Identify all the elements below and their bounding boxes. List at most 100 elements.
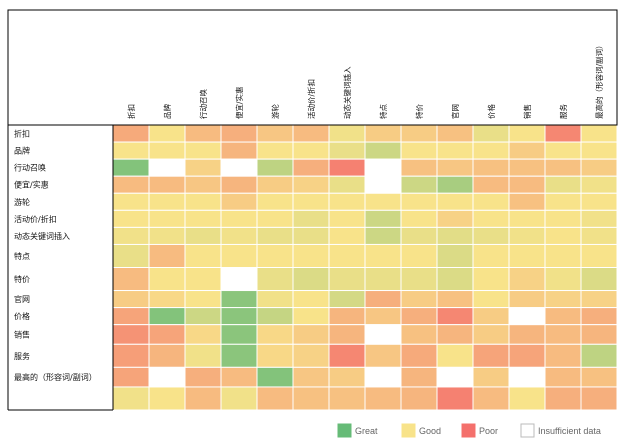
heatmap-cell	[148, 158, 186, 177]
heatmap-cell: 0.3	[364, 141, 402, 160]
heatmap-cell: 0.1	[256, 226, 294, 245]
heatmap-cell: -0.2	[508, 141, 546, 160]
heatmap-cell: -0.45	[580, 307, 618, 326]
legend: Great Good Poor Insufficient data	[337, 423, 601, 438]
heatmap-cell: 0.75	[220, 290, 258, 309]
heatmap-cell: -0.2	[400, 124, 438, 143]
heatmap-cells: -0.50-0.35-0.45-0.25-0.350.05-0.2-0.2-0.…	[112, 124, 618, 411]
heatmap-cell: 0	[292, 192, 330, 211]
legend-swatch	[337, 423, 352, 438]
row-label: 服务	[14, 351, 30, 361]
heatmap-cell	[364, 175, 402, 194]
heatmap-cell: 0	[580, 141, 618, 160]
heatmap-cell: 0	[328, 226, 366, 245]
heatmap-cell: -0.1	[256, 324, 294, 345]
column-label: 动态关键词插入	[342, 66, 352, 119]
column-label: 便宜/实惠	[234, 86, 244, 119]
heatmap-cell: 0	[148, 209, 186, 228]
heatmap-cell: 0.05	[580, 226, 618, 245]
heatmap-cell: -0.35	[544, 307, 582, 326]
heatmap-cell: -0.35	[508, 175, 546, 194]
heatmap-cell: 0	[508, 386, 546, 411]
heatmap-cell: -0.25	[364, 307, 402, 326]
heatmap-cell: 0	[472, 209, 510, 228]
heatmap-cell: 0	[544, 243, 582, 269]
heatmap-cell: 0	[580, 243, 618, 269]
heatmap-cell: -0.4	[148, 343, 186, 368]
heatmap-cell: 0	[292, 243, 330, 269]
heatmap-cell: 0.1	[544, 175, 582, 194]
heatmap-cell: 0	[436, 192, 474, 211]
heatmap-cell: -0.2	[400, 290, 438, 309]
heatmap-cell: 0.1	[184, 226, 222, 245]
heatmap-cell: -0.55	[508, 343, 546, 368]
heatmap-cell: 0	[580, 192, 618, 211]
column-label: 品牌	[162, 104, 172, 119]
heatmap-cell: -0.45	[580, 386, 618, 411]
heatmap-cell: -0.45	[544, 386, 582, 411]
heatmap-cell: 0	[364, 192, 402, 211]
heatmap-cell: 0	[184, 243, 222, 269]
heatmap-cell: 0	[112, 192, 150, 211]
heatmap-cell: -0.2	[364, 124, 402, 143]
heatmap-cell: 0	[256, 209, 294, 228]
heatmap-cell: 0	[184, 141, 222, 160]
heatmap-cell: 0.05	[148, 226, 186, 245]
heatmap-cell: -0.6	[112, 343, 150, 368]
heatmap-cell: -0.35	[364, 386, 402, 411]
heatmap-cell: 0.75	[220, 343, 258, 368]
heatmap-cell: -0.3	[544, 158, 582, 177]
heatmap-cell: 0	[400, 141, 438, 160]
heatmap-cell: -0.35	[256, 386, 294, 411]
column-label: 销售	[522, 104, 532, 119]
heatmap-cell: -0.35	[112, 267, 150, 292]
heatmap-cell: -0.25	[256, 124, 294, 143]
heatmap-cell: 0.2	[292, 267, 330, 292]
row-label: 行动召唤	[14, 163, 46, 173]
heatmap-cell: 0	[112, 209, 150, 228]
heatmap-cell: 0	[148, 124, 186, 143]
row-label: 游轮	[14, 197, 30, 207]
legend-swatch	[401, 423, 416, 438]
row-label: 动态关键词插入	[14, 231, 70, 241]
heatmap-cell: 0	[112, 141, 150, 160]
heatmap-cell	[364, 366, 402, 388]
row-label: 折扣	[14, 129, 30, 139]
column-labels: 折扣 品牌 行动召唤 便宜/实惠 游轮 活动价/折扣 动态关键词插入 特点 特价 官网 价格 销售 服务…	[126, 41, 604, 119]
heatmap-cell: 0.1	[256, 267, 294, 292]
heatmap-cell: -0.4	[328, 307, 366, 326]
column-label: 活动价/折扣	[306, 79, 316, 119]
heatmap-cell: 0.1	[364, 267, 402, 292]
heatmap-cell: 0.1	[472, 226, 510, 245]
heatmap-cell: 0.8	[148, 307, 186, 326]
heatmap-cell: 0.05	[220, 386, 258, 411]
heatmap-cell: -0.3	[328, 386, 366, 411]
heatmap-cell: 0	[148, 267, 186, 292]
heatmap-cell: 0.35	[256, 307, 294, 326]
heatmap-cell: 0.4	[256, 158, 294, 177]
heatmap-cell: -0.1	[256, 343, 294, 368]
heatmap-cell: 0.1	[292, 209, 330, 228]
heatmap-cell: -0.35	[184, 124, 222, 143]
heatmap-cell: -0.3	[472, 158, 510, 177]
heatmap-cell: 0.1	[472, 124, 510, 143]
heatmap-cell: 0	[292, 290, 330, 309]
heatmap-cell: 0.8	[112, 158, 150, 177]
column-label: 特点	[378, 104, 388, 119]
heatmap-cell: 0.05	[112, 386, 150, 411]
heatmap-cell: 0	[580, 124, 618, 143]
heatmap-cell: 0.3	[400, 175, 438, 194]
heatmap-cell: 0.2	[436, 267, 474, 292]
heatmap-cell: 0	[544, 141, 582, 160]
row-label: 特价	[14, 274, 30, 284]
heatmap-cell: 0	[544, 209, 582, 228]
heatmap-cell: 0.05	[256, 290, 294, 309]
heatmap-cell: -0.2	[292, 324, 330, 345]
heatmap-cell: 0	[292, 307, 330, 326]
heatmap-cell: -0.35	[184, 386, 222, 411]
heatmap-cell: -0.55	[112, 307, 150, 326]
heatmap-cell: -0.4	[328, 324, 366, 345]
heatmap-cell: 0	[184, 267, 222, 292]
heatmap-cell: -0.2	[508, 290, 546, 309]
heatmap-cell: 0.1	[328, 141, 366, 160]
